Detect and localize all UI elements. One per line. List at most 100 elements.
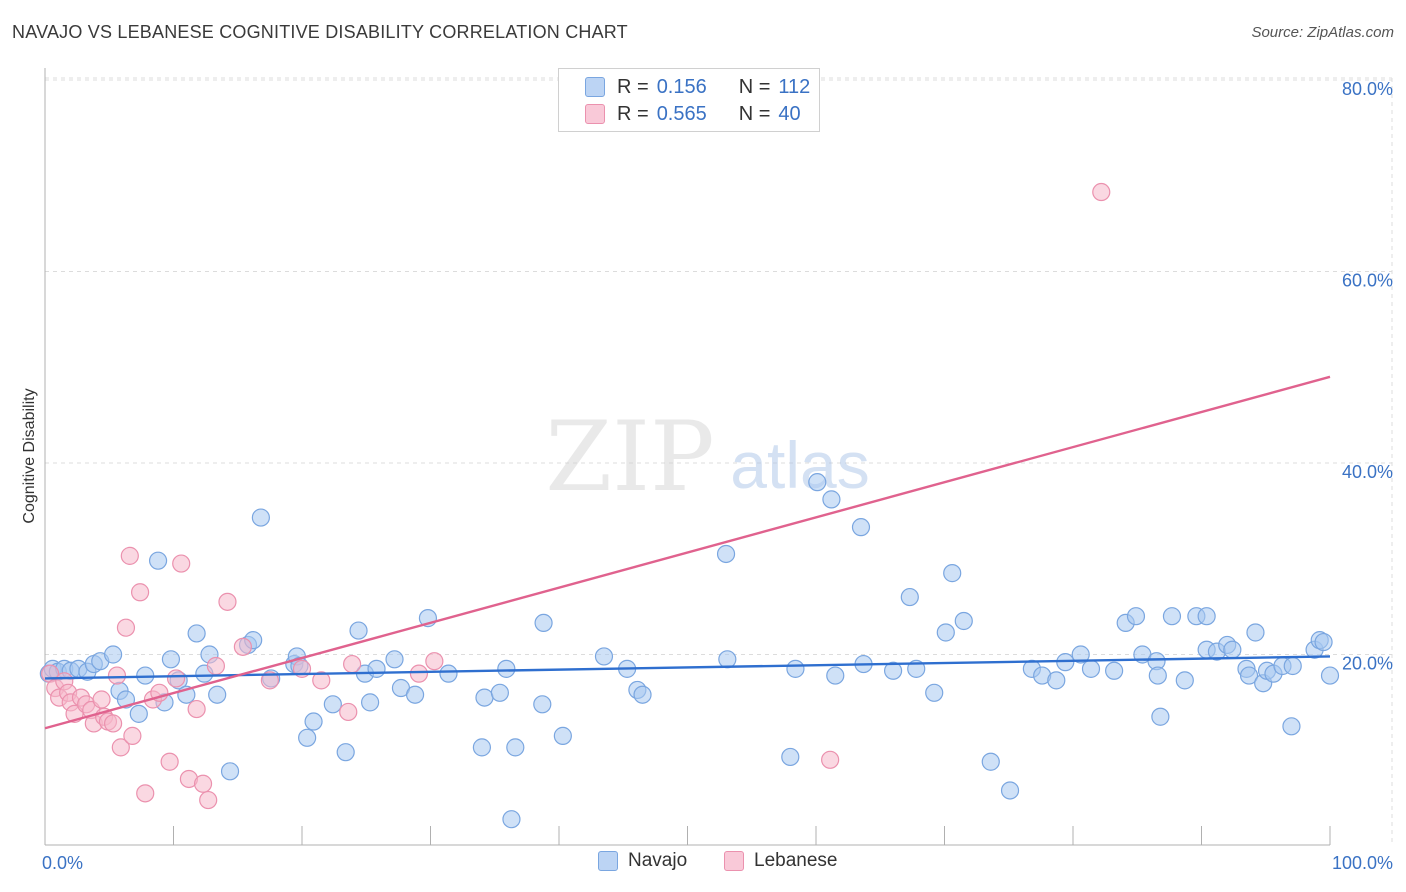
lebanese-point <box>206 656 226 676</box>
n-value: 40 <box>778 102 801 125</box>
navajo-point <box>298 728 317 747</box>
navajo-point <box>716 544 736 564</box>
lebanese-point <box>343 654 362 674</box>
navajo-point <box>104 645 123 664</box>
x-tick-label: 0.0% <box>42 853 83 873</box>
trend-lines <box>44 375 1331 730</box>
lebanese-point <box>111 738 130 757</box>
stats-row-lebanese: R = 0.565 N = 40 <box>585 102 801 126</box>
lebanese-point <box>107 666 127 685</box>
navajo-point <box>925 683 944 702</box>
stats-row-navajo: R = 0.156 N = 112 <box>585 75 810 99</box>
lebanese-point <box>116 618 136 637</box>
series-legend: Navajo Lebanese <box>0 850 1406 878</box>
lebanese-point <box>160 752 179 771</box>
stats-legend: R = 0.156 N = 112 R = 0.565 N = 40 <box>558 68 820 132</box>
navajo-point <box>943 564 962 583</box>
navajo-point <box>822 490 841 509</box>
navajo-point <box>251 508 270 527</box>
navajo-point <box>1175 671 1194 690</box>
lebanese-point <box>339 702 358 722</box>
lebanese-point <box>409 664 429 683</box>
legend-item-lebanese[interactable]: Lebanese <box>724 850 837 872</box>
y-tick-label: 40.0% <box>1342 462 1393 482</box>
legend-label-navajo: Navajo <box>628 850 688 871</box>
navajo-point <box>385 650 404 669</box>
navajo-point <box>208 685 227 704</box>
navajo-point <box>553 726 572 745</box>
y-tick-label: 20.0% <box>1342 654 1393 674</box>
navajo-point <box>534 613 553 633</box>
navajo-point <box>148 551 168 570</box>
lebanese-point <box>218 592 237 611</box>
navajo-point <box>936 623 955 642</box>
navajo-point <box>826 666 845 685</box>
lebanese-point <box>130 583 150 602</box>
navajo-point <box>1320 666 1340 685</box>
navajo-point <box>472 738 491 757</box>
navajo-point <box>367 659 386 678</box>
navajo-point <box>1246 623 1265 642</box>
navajo-point <box>1047 671 1066 690</box>
source-label: Source: ZipAtlas.com <box>1251 24 1394 41</box>
lebanese-legend-swatch <box>724 851 744 871</box>
lebanese-point <box>136 784 155 803</box>
watermark-atlas: atlas <box>730 428 869 502</box>
navajo-point <box>161 650 181 669</box>
navajo-point <box>304 712 323 731</box>
navajo-point <box>439 664 458 683</box>
r-label: R = <box>617 102 649 125</box>
watermark: ZIP atlas <box>545 401 869 513</box>
navajo-point <box>1000 781 1020 800</box>
lebanese-trend-line <box>44 375 1331 730</box>
lebanese-point <box>104 714 123 733</box>
navajo-point <box>594 647 614 666</box>
navajo-point <box>786 659 805 678</box>
navajo-point <box>781 747 800 767</box>
lebanese-point <box>1092 182 1111 202</box>
navajo-point <box>533 695 552 714</box>
navajo-point <box>1126 607 1146 626</box>
lebanese-point <box>821 750 840 769</box>
lebanese-point <box>233 637 252 656</box>
lebanese-swatch <box>585 104 605 124</box>
navajo-swatch <box>585 77 605 97</box>
navajo-point <box>1081 659 1101 678</box>
navajo-point <box>1151 707 1170 726</box>
lebanese-point <box>166 669 186 688</box>
navajo-point <box>808 473 827 492</box>
data-points <box>39 182 1340 829</box>
navajo-point <box>129 704 148 723</box>
navajo-point <box>220 762 240 781</box>
lebanese-point <box>92 690 111 709</box>
lebanese-point <box>425 652 444 671</box>
lebanese-point <box>123 726 142 745</box>
lebanese-point <box>187 699 206 719</box>
lebanese-point <box>260 671 279 690</box>
navajo-point <box>851 518 871 537</box>
r-value: 0.156 <box>656 75 707 98</box>
chart-title: NAVAJO VS LEBANESE COGNITIVE DISABILITY … <box>12 22 628 42</box>
r-label: R = <box>617 75 649 98</box>
navajo-point <box>1148 666 1167 685</box>
lebanese-point <box>193 774 213 793</box>
navajo-point <box>1223 640 1242 659</box>
navajo-point <box>502 810 521 829</box>
navajo-point <box>900 587 919 607</box>
legend-item-navajo[interactable]: Navajo <box>598 850 687 872</box>
n-label: N = <box>738 102 771 125</box>
navajo-point <box>187 624 206 643</box>
navajo-point <box>1283 656 1302 676</box>
navajo-point <box>1239 666 1259 685</box>
navajo-point <box>1314 632 1333 652</box>
navajo-point <box>633 685 652 704</box>
n-value: 112 <box>778 75 811 98</box>
navajo-point <box>718 650 737 669</box>
navajo-point <box>1071 645 1090 664</box>
y-tick-label: 60.0% <box>1342 271 1393 291</box>
navajo-point <box>506 738 525 757</box>
navajo-point <box>490 683 509 702</box>
n-label: N = <box>738 75 771 98</box>
lebanese-point <box>172 554 191 573</box>
navajo-point <box>883 661 903 680</box>
